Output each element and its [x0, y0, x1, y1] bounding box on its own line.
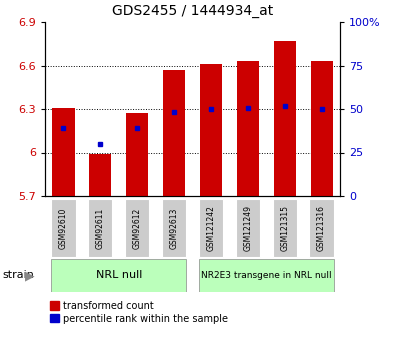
Title: GDS2455 / 1444934_at: GDS2455 / 1444934_at [112, 4, 273, 18]
Text: NRL null: NRL null [96, 270, 142, 280]
Text: NR2E3 transgene in NRL null: NR2E3 transgene in NRL null [201, 271, 331, 280]
Bar [51, 199, 75, 257]
Text: GSM92611: GSM92611 [96, 207, 105, 249]
Bar [273, 199, 297, 257]
Text: GSM92612: GSM92612 [133, 207, 142, 249]
Text: GSM121315: GSM121315 [280, 205, 289, 251]
Bar [51, 259, 186, 292]
Text: ▶: ▶ [25, 269, 34, 282]
Bar [125, 199, 149, 257]
Bar [237, 61, 259, 196]
Text: GSM121316: GSM121316 [317, 205, 326, 251]
Bar [200, 64, 222, 196]
Bar [310, 61, 333, 196]
Text: GSM121242: GSM121242 [207, 205, 215, 251]
Bar [162, 199, 186, 257]
Bar [309, 199, 334, 257]
Bar [126, 114, 148, 196]
Bar [88, 199, 113, 257]
Text: GSM92610: GSM92610 [59, 207, 68, 249]
Text: GSM121249: GSM121249 [243, 205, 252, 251]
Bar [199, 199, 223, 257]
Bar [199, 259, 334, 292]
Legend: transformed count, percentile rank within the sample: transformed count, percentile rank withi… [50, 301, 228, 324]
Bar [274, 41, 296, 196]
Bar [236, 199, 260, 257]
Text: strain: strain [2, 270, 34, 280]
Text: GSM92613: GSM92613 [169, 207, 179, 249]
Bar [53, 108, 75, 196]
Bar [89, 154, 111, 196]
Bar [163, 70, 185, 196]
